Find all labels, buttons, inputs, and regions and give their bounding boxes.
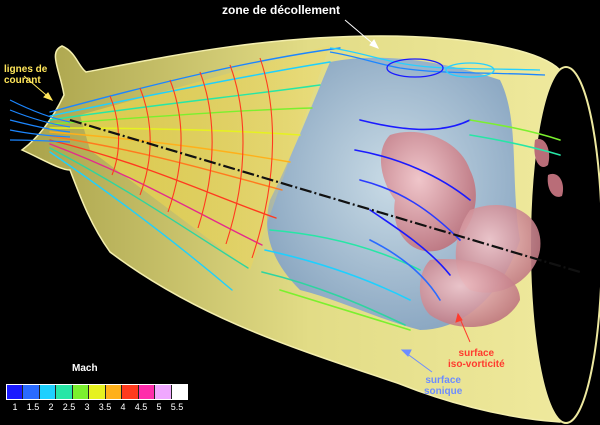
colorbar-tick-label: 3.5 [98, 402, 112, 412]
colorbar-tick-label: 5.5 [170, 402, 184, 412]
colorbar-swatch [89, 385, 106, 399]
colorbar-swatch [171, 385, 187, 399]
nozzle-exit [529, 66, 600, 424]
legend-title: Mach [72, 363, 98, 374]
label-surface-iso-vorticite: surface iso-vorticité [448, 348, 505, 370]
label-lignes-line2: courant [4, 75, 41, 86]
downstream-streamlines [261, 119, 561, 331]
colorbar-swatch [23, 385, 40, 399]
annotation-pointers [23, 19, 471, 373]
label-lignes-line1: lignes de [4, 64, 48, 75]
colorbar-tick-label: 4 [120, 402, 126, 412]
streamline-mesh [9, 45, 341, 291]
mach-colorbar-ticks: 1 1.5 2 2.5 3 3.5 4 4.5 5 5.5 [6, 402, 186, 412]
colorbar-swatch [138, 385, 156, 399]
nozzle-axis [69, 118, 581, 274]
colorbar-swatch [155, 385, 172, 399]
colorbar-swatch [122, 385, 139, 399]
colorbar-swatch [39, 385, 57, 399]
colorbar-swatch [72, 385, 90, 399]
colorbar-tick-label: 5 [156, 402, 162, 412]
label-iso-line1: surface [458, 348, 495, 359]
colorbar-tick-label: 4.5 [134, 402, 148, 412]
separation-zone-band [329, 47, 546, 78]
label-sonique-line2: sonique [424, 386, 463, 397]
colorbar-tick-label: 2.5 [62, 402, 76, 412]
label-iso-line2: iso-vorticité [448, 359, 505, 370]
colorbar-swatch [56, 385, 73, 399]
colorbar-tick-label: 3 [84, 402, 90, 412]
colorbar-swatch [105, 385, 123, 399]
colorbar-tick-label: 1 [12, 402, 18, 412]
mach-colorbar [6, 384, 188, 400]
label-zone-decollement: zone de décollement [222, 3, 341, 17]
iso-vorticity-surface [380, 131, 564, 327]
colorbar-tick-label: 1.5 [26, 402, 40, 412]
label-sonique-line1: surface [425, 375, 461, 386]
colorbar-swatch [7, 385, 24, 399]
colorbar-tick-label: 2 [48, 402, 54, 412]
label-lignes-de-courant: lignes de courant [4, 64, 47, 86]
label-surface-sonique: surface sonique [424, 375, 462, 397]
